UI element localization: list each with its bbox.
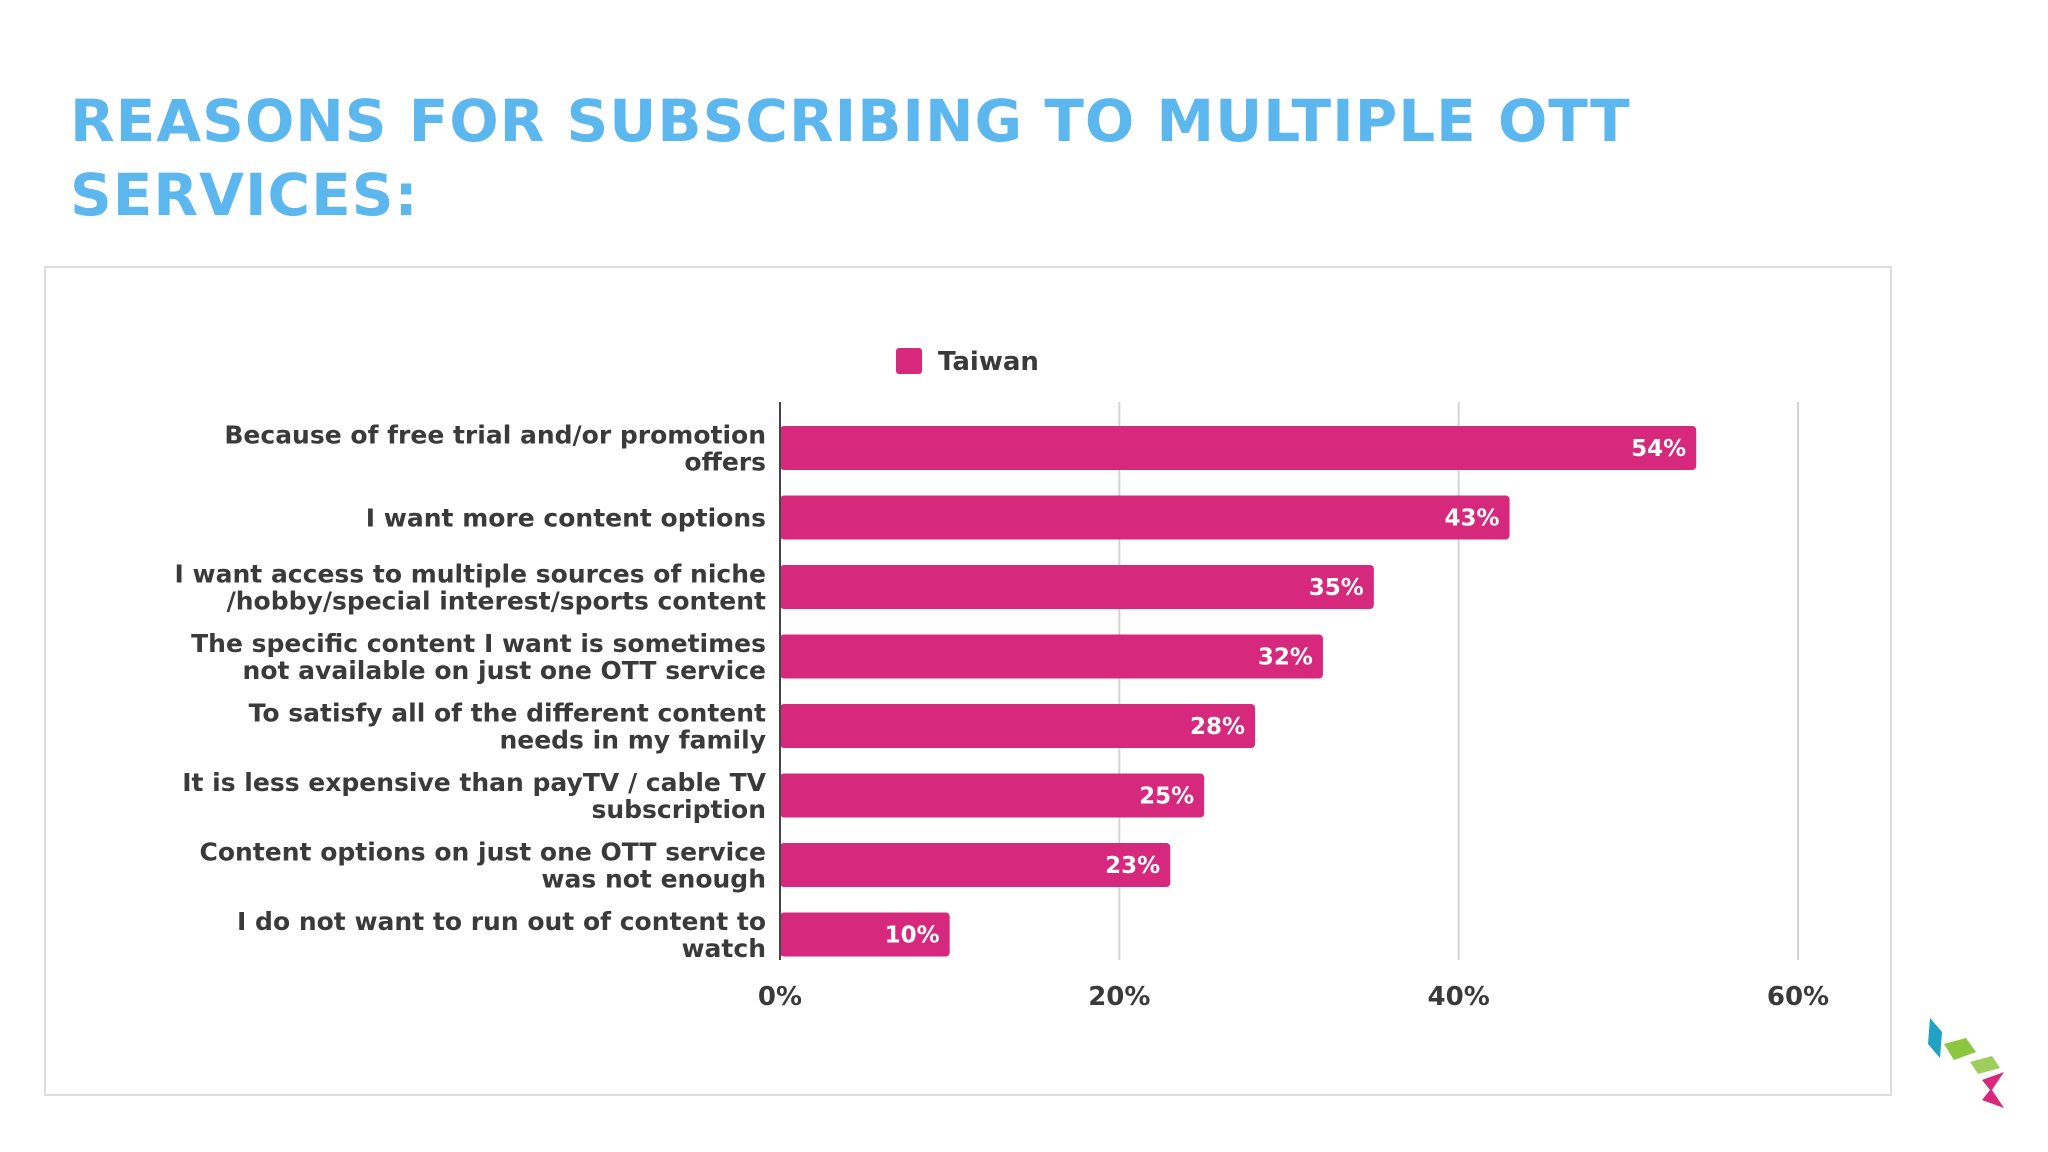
category-label: I want access to multiple sources of nic…	[175, 560, 767, 616]
grid-lines	[1118, 402, 1799, 960]
bar-chart: 54% 43% 35% 32% 28% 25% 23% 10% Because of free…	[175, 347, 1830, 1012]
category-label: Because of free trial and/or promotion of…	[224, 421, 766, 477]
category-label: Content options on just one OTT service w…	[200, 838, 766, 894]
legend-swatch	[896, 348, 922, 374]
x-tick-label: 20%	[1088, 982, 1150, 1012]
legend: Taiwan	[896, 347, 1039, 377]
data-label: 54%	[1631, 436, 1686, 462]
data-label: 28%	[1190, 714, 1245, 740]
bar	[780, 634, 1323, 679]
category-label: To satisfy all of the different content n…	[249, 699, 766, 755]
bar	[780, 912, 950, 957]
data-label: 43%	[1445, 506, 1500, 532]
data-label: 10%	[885, 923, 940, 949]
bar	[780, 773, 1205, 818]
page-title: REASONS FOR SUBSCRIBING TO MULTIPLE OTT …	[70, 87, 1631, 229]
x-tick-label: 0%	[758, 982, 802, 1012]
x-tick-labels: 0% 20% 40% 60%	[758, 982, 1829, 1012]
bar	[780, 495, 1510, 540]
bar	[780, 843, 1171, 887]
x-tick-label: 60%	[1767, 982, 1829, 1012]
category-label: It is less expensive than payTV / cable …	[182, 768, 766, 824]
category-label: I do not want to run out of content to wa…	[237, 907, 766, 963]
bar	[780, 704, 1256, 748]
chart-frame: 54% 43% 35% 32% 28% 25% 23% 10% Because of free…	[44, 266, 1892, 1096]
bar	[780, 426, 1697, 470]
data-label: 35%	[1309, 575, 1364, 601]
bars: 54% 43% 35% 32% 28% 25% 23% 10%	[780, 426, 1697, 957]
legend-label: Taiwan	[938, 347, 1039, 377]
category-labels: Because of free trial and/or promotion of…	[175, 421, 767, 964]
x-tick-label: 40%	[1428, 982, 1490, 1012]
data-label: 32%	[1258, 645, 1313, 671]
bar	[780, 565, 1374, 609]
category-label: I want more content options	[366, 504, 766, 533]
data-label: 23%	[1105, 853, 1160, 879]
brand-logo-icon	[1928, 1018, 2004, 1108]
category-label: The specific content I want is sometimes…	[191, 629, 766, 685]
data-label: 25%	[1139, 784, 1194, 810]
